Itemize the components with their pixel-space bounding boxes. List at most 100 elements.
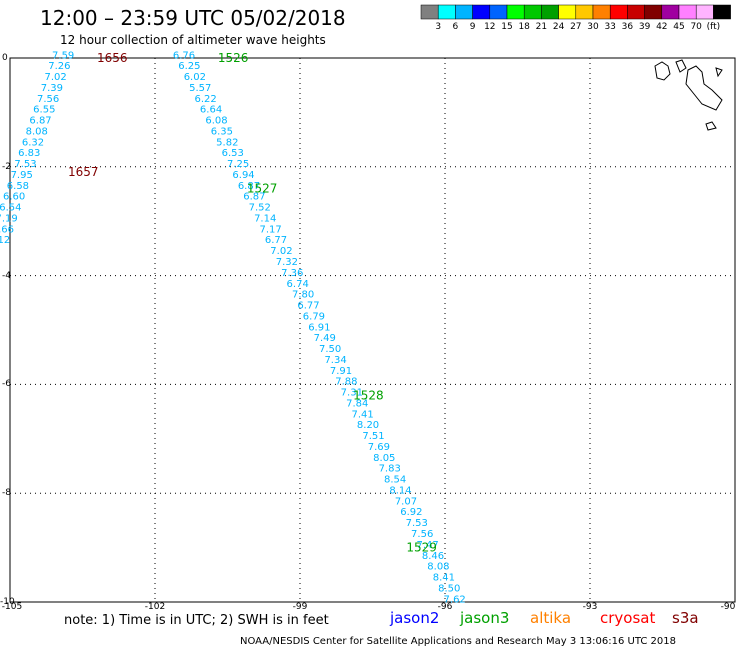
map-title: 12:00 – 23:59 UTC 05/02/2018 bbox=[40, 6, 346, 30]
wave-height-value: 7.02 bbox=[44, 72, 66, 83]
wave-height-value: 7.41 bbox=[352, 409, 374, 420]
wave-height-value: 6.77 bbox=[265, 235, 287, 246]
wave-height-value: 7.36 bbox=[281, 268, 303, 279]
wave-height-value: 6.53 bbox=[222, 148, 244, 159]
lon-tick-label: -90 bbox=[720, 602, 736, 612]
satellite-cryosat: cryosat bbox=[600, 609, 656, 627]
scale-swatch bbox=[575, 4, 594, 20]
footer-credit: NOAA/NESDIS Center for Satellite Applica… bbox=[240, 636, 676, 647]
wave-height-value: 8.20 bbox=[357, 420, 379, 431]
wave-height-value: 7.56 bbox=[411, 529, 433, 540]
wave-height-value: 6.60 bbox=[3, 192, 25, 203]
scale-label: 21 bbox=[535, 22, 548, 32]
scale-label: 15 bbox=[501, 22, 513, 32]
map-subtitle: 12 hour collection of altimeter wave hei… bbox=[60, 33, 326, 47]
wave-height-value: 7.62 bbox=[444, 594, 466, 605]
wave-height-value: 7.12 bbox=[0, 235, 10, 246]
wave-height-value: 7.91 bbox=[330, 366, 352, 377]
wave-height-value: 7.53 bbox=[14, 159, 36, 170]
wave-height-value: 7.52 bbox=[249, 203, 271, 214]
wave-height-value: 6.55 bbox=[33, 105, 55, 116]
wave-height-value: 7.51 bbox=[362, 431, 384, 442]
wave-height-value: 6.83 bbox=[18, 148, 40, 159]
wave-height-value: 8.14 bbox=[389, 485, 411, 496]
wave-height-value: 7.56 bbox=[37, 94, 59, 105]
scale-swatch bbox=[695, 4, 714, 20]
wave-height-value: 7.17 bbox=[259, 224, 281, 235]
wave-height-value: 7.50 bbox=[319, 344, 341, 355]
wave-height-value: 7.14 bbox=[254, 213, 276, 224]
scale-swatch bbox=[627, 4, 645, 20]
wave-height-value: 6.54 bbox=[0, 203, 22, 214]
scale-swatch bbox=[678, 4, 697, 20]
pass-label: 1526 bbox=[218, 51, 249, 65]
satellite-jason2: jason2 bbox=[390, 609, 440, 627]
lat-tick-label: -2 bbox=[2, 161, 11, 172]
lon-tick-label: -102 bbox=[144, 602, 166, 612]
scale-swatch bbox=[455, 4, 473, 20]
wave-height-value: 6.32 bbox=[22, 137, 44, 148]
satellite-jason3: jason3 bbox=[460, 609, 510, 627]
scale-swatch bbox=[420, 4, 439, 20]
scale-label: 33 bbox=[604, 22, 616, 32]
wave-height-value: 7.25 bbox=[227, 159, 249, 170]
pass-label: 1657 bbox=[68, 165, 99, 179]
wave-height-value: 7.84 bbox=[346, 398, 368, 409]
lon-tick-label: -93 bbox=[582, 602, 598, 612]
scale-swatch bbox=[609, 4, 628, 20]
wave-height-value: 6.76 bbox=[173, 50, 195, 61]
wave-height-value: 7.49 bbox=[314, 333, 336, 344]
wave-height-value: 6.35 bbox=[211, 126, 233, 137]
wave-height-value: 7.53 bbox=[406, 518, 428, 529]
scale-label: 18 bbox=[518, 22, 530, 32]
wave-height-value: 7.02 bbox=[270, 246, 292, 257]
wave-height-value: 8.41 bbox=[433, 573, 455, 584]
wave-height-value: 8.08 bbox=[427, 562, 449, 573]
scale-swatch bbox=[523, 4, 542, 20]
wave-height-value: 7.07 bbox=[395, 496, 417, 507]
note-text: note: 1) Time is in UTC; 2) SWH is in fe… bbox=[64, 613, 329, 628]
pass-label: 1529 bbox=[406, 541, 437, 555]
wave-height-value: 6.87 bbox=[29, 116, 51, 127]
scale-label: 70 bbox=[690, 22, 702, 32]
scale-swatch bbox=[592, 4, 611, 20]
coastline bbox=[675, 59, 687, 73]
wave-height-value: 7.83 bbox=[379, 464, 401, 475]
wave-height-value: 7.59 bbox=[52, 50, 74, 61]
wave-height-value: 7.19 bbox=[0, 213, 18, 224]
scale-swatch bbox=[558, 4, 577, 20]
coastline bbox=[654, 61, 671, 81]
lat-tick-label: 0 bbox=[2, 53, 8, 63]
lon-tick-label: -99 bbox=[292, 602, 308, 612]
scale-swatch bbox=[506, 4, 525, 20]
wave-height-value: 6.02 bbox=[184, 72, 206, 83]
lat-tick-label: -10 bbox=[0, 597, 15, 607]
scale-label: 3 bbox=[435, 22, 442, 32]
satellite-altika: altika bbox=[530, 609, 572, 627]
wave-height-value: 8.08 bbox=[26, 126, 48, 137]
wave-height-value: 7.47 bbox=[416, 540, 438, 551]
wave-height-value: 7.95 bbox=[11, 170, 33, 181]
wave-height-value: 7.34 bbox=[324, 355, 346, 366]
pass-label: 1656 bbox=[97, 51, 128, 65]
scale-swatch bbox=[437, 4, 456, 20]
wave-height-value: 7.31 bbox=[341, 388, 363, 399]
wave-height-value: 6.94 bbox=[232, 170, 254, 181]
wave-height-value: 6.87 bbox=[243, 192, 265, 203]
scale-swatch bbox=[713, 4, 731, 20]
scale-swatch bbox=[489, 4, 508, 20]
satellite-s3a: s3a bbox=[672, 609, 699, 627]
scale-label: 36 bbox=[621, 22, 634, 32]
wave-height-value: 6.25 bbox=[178, 61, 200, 72]
scale-label: 27 bbox=[570, 22, 582, 32]
wave-height-value: 6.58 bbox=[7, 181, 29, 192]
wave-height-value: 6.66 bbox=[0, 224, 14, 235]
wave-height-value: 7.26 bbox=[48, 61, 70, 72]
coastline bbox=[685, 65, 723, 111]
scale-swatch bbox=[472, 4, 491, 20]
lon-tick-label: -105 bbox=[1, 602, 23, 612]
lon-tick-label: -96 bbox=[437, 602, 453, 612]
scale-swatch bbox=[541, 4, 559, 20]
scale-label: 12 bbox=[484, 22, 496, 32]
